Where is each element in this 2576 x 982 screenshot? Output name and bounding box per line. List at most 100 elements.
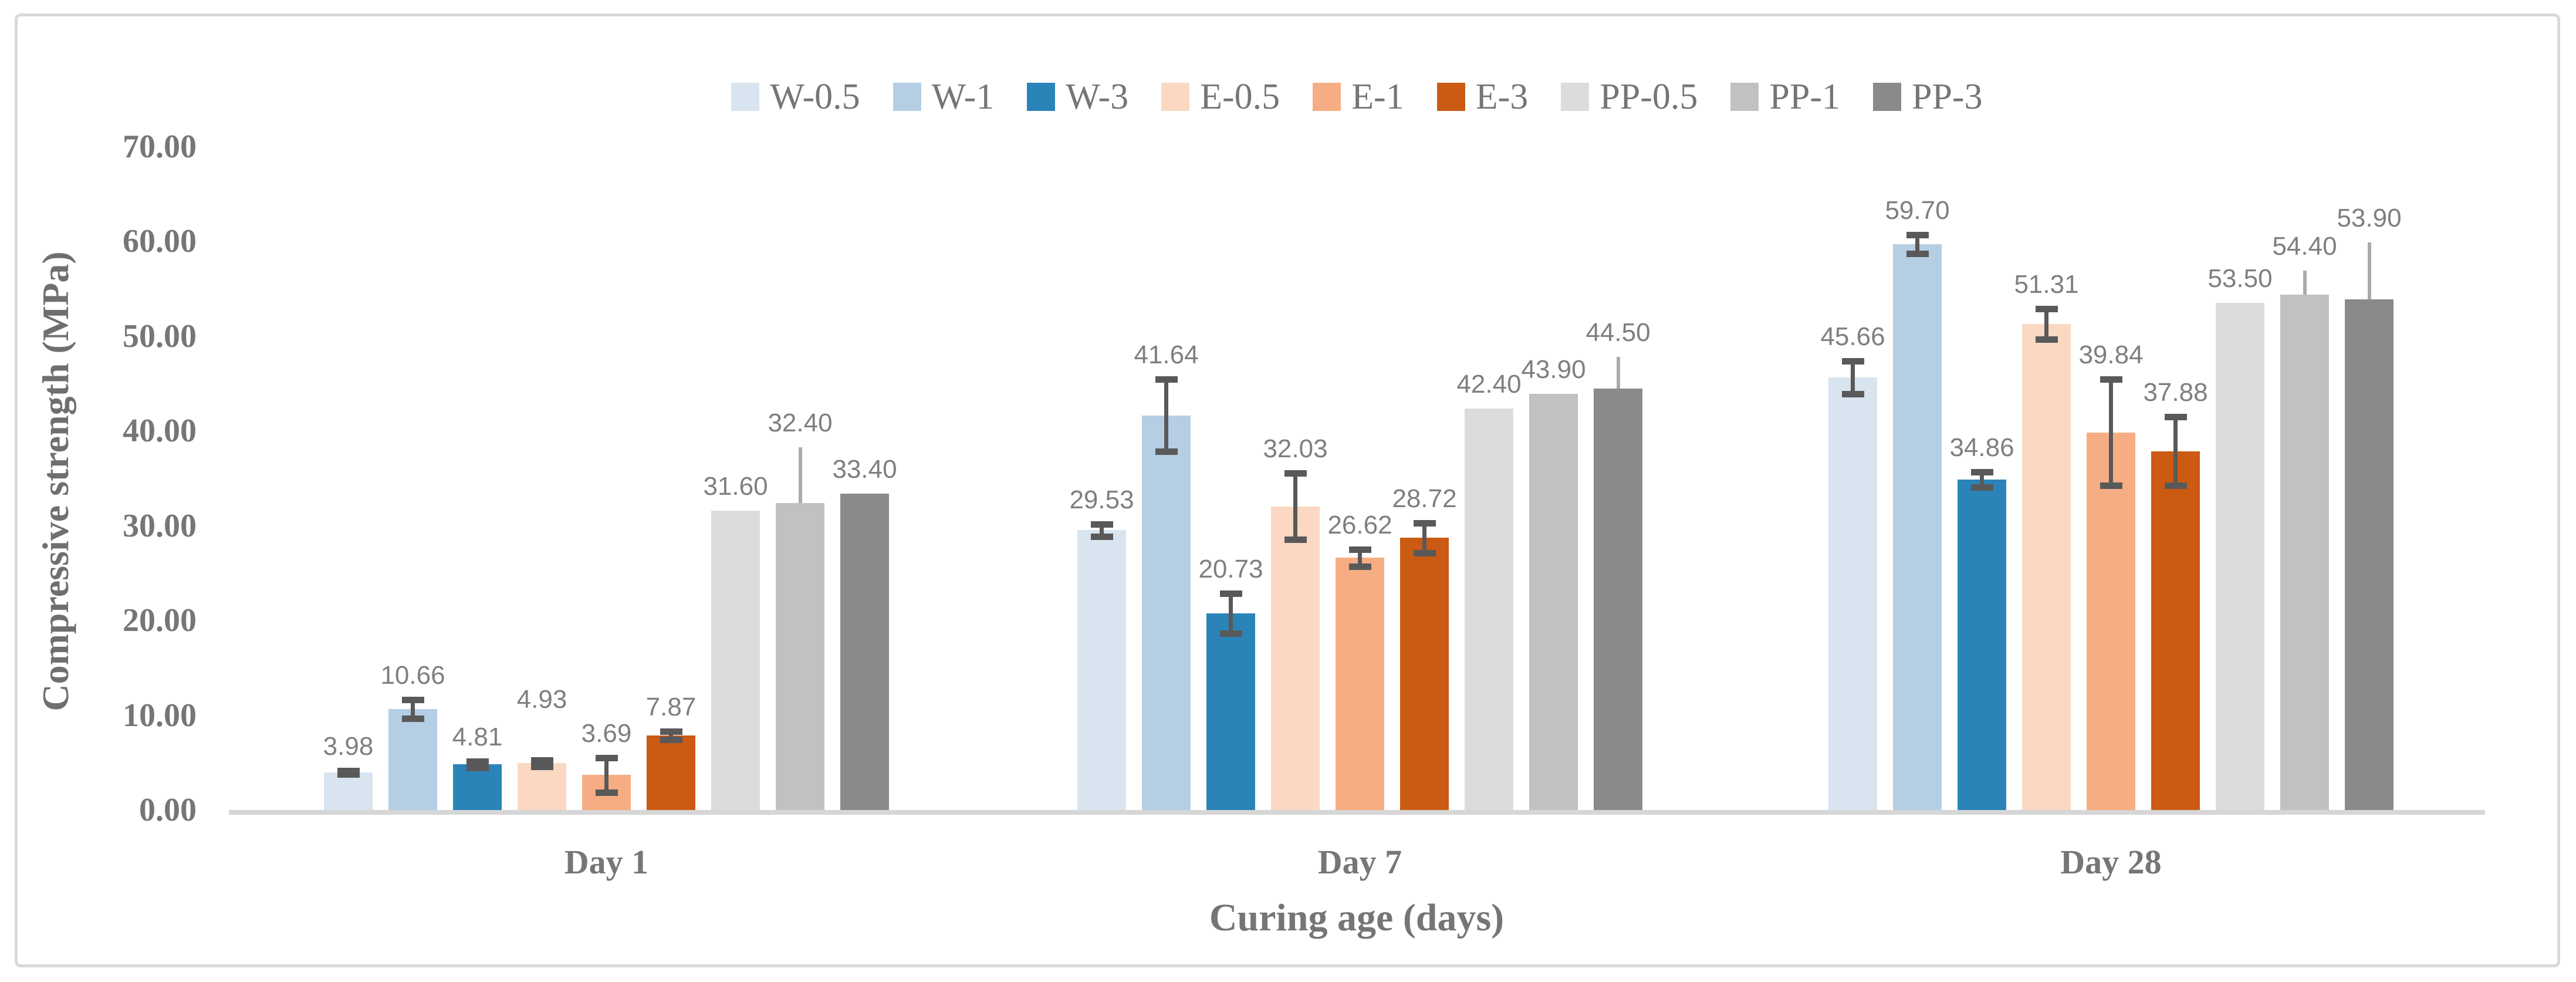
legend-swatch-w-1 <box>893 83 921 111</box>
error-cap-top-e-3-day-1 <box>660 728 682 735</box>
y-tick-60.00: 60.00 <box>123 223 197 260</box>
data-label-pp-3-day-28: 53.90 <box>2337 204 2402 233</box>
error-bar-w-1-day-28 <box>1915 235 1919 254</box>
data-label-w-1-day-28: 59.70 <box>1885 196 1950 225</box>
data-label-e-3-day-1: 7.87 <box>645 692 697 721</box>
error-cap-bottom-w-3-day-1 <box>466 765 489 771</box>
data-label-e-0-5-day-28: 51.31 <box>2014 269 2079 299</box>
error-bar-e-1-day-1 <box>604 757 608 793</box>
y-axis-title: Compressive strength (MPa) <box>35 251 76 711</box>
legend-label-w-0-5: W-0.5 <box>770 77 860 117</box>
data-label-e-1-day-1: 3.69 <box>581 718 632 748</box>
error-cap-bottom-w-3-day-7 <box>1219 630 1242 637</box>
error-cap-bottom-e-1-day-7 <box>1348 563 1371 570</box>
bar-pp-1-day-7 <box>1529 394 1578 810</box>
error-bar-e-1-day-7 <box>1358 549 1362 566</box>
error-cap-bottom-e-0-5-day-1 <box>530 764 553 771</box>
data-label-pp-1-day-7: 43.90 <box>1521 355 1586 384</box>
error-bar-e-1-day-28 <box>2109 379 2113 486</box>
legend-swatch-pp-0-5 <box>1561 83 1590 111</box>
error-cap-top-e-1-day-28 <box>2100 376 2122 383</box>
error-cap-top-w-0-5-day-1 <box>337 767 360 774</box>
data-label-w-0-5-day-1: 3.98 <box>323 731 374 761</box>
error-cap-top-e-1-day-7 <box>1348 546 1371 553</box>
bar-w-1-day-1 <box>388 708 437 810</box>
error-cap-top-w-3-day-7 <box>1219 590 1242 598</box>
bar-e-3-day-7 <box>1400 538 1449 810</box>
y-tick-20.00: 20.00 <box>123 602 197 639</box>
legend-item-e-0-5: E-0.5 <box>1161 79 1280 115</box>
y-tick-50.00: 50.00 <box>123 318 197 355</box>
chart-legend: W-0.5 W-1 W-3 E-0.5 E-1 E-3 PP-0.5 PP-1 PP-3 <box>229 76 2485 117</box>
legend-swatch-e-1 <box>1313 83 1341 111</box>
error-cap-bottom-e-3-day-28 <box>2164 482 2187 489</box>
data-label-pp-0-5-day-28: 53.50 <box>2207 264 2273 293</box>
bar-e-0-5-day-28 <box>2022 323 2071 810</box>
bar-w-0-5-day-7 <box>1077 530 1126 810</box>
error-cap-bottom-e-3-day-7 <box>1413 550 1436 557</box>
legend-label-w-1: W-1 <box>931 77 995 117</box>
error-cap-top-w-1-day-28 <box>1906 232 1929 239</box>
error-cap-top-e-0-5-day-7 <box>1284 470 1307 477</box>
error-cap-bottom-w-1-day-1 <box>401 716 424 723</box>
data-label-pp-3-day-7: 44.50 <box>1586 318 1651 347</box>
error-bar-e-3-day-28 <box>2173 417 2178 485</box>
data-label-w-3-day-28: 34.86 <box>1949 433 2014 463</box>
error-cap-bottom-w-3-day-28 <box>1970 484 1993 491</box>
data-label-e-3-day-28: 37.88 <box>2143 378 2208 407</box>
legend-label-w-3: W-3 <box>1066 77 1129 117</box>
error-cap-bottom-w-0-5-day-7 <box>1090 533 1113 540</box>
legend-item-w-0-5: W-0.5 <box>731 79 860 115</box>
error-cap-bottom-w-0-5-day-1 <box>337 771 360 778</box>
error-cap-top-w-0-5-day-7 <box>1090 521 1113 528</box>
y-tick-30.00: 30.00 <box>123 507 197 544</box>
bar-pp-0-5-day-7 <box>1465 408 1513 810</box>
error-bar-w-3-day-28 <box>1980 472 1984 488</box>
data-label-w-0-5-day-7: 29.53 <box>1069 485 1134 514</box>
data-label-w-1-day-7: 41.64 <box>1134 340 1199 370</box>
data-label-e-0-5-day-1: 4.93 <box>516 684 567 714</box>
legend-item-e-1: E-1 <box>1313 79 1404 115</box>
error-cap-bottom-e-3-day-1 <box>660 737 682 744</box>
error-cap-top-e-0-5-day-28 <box>2035 305 2058 312</box>
error-cap-top-e-3-day-28 <box>2164 414 2187 421</box>
data-label-w-1-day-1: 10.66 <box>380 660 445 690</box>
error-bar-e-0-5-day-7 <box>1293 473 1297 540</box>
data-label-pp-3-day-1: 33.40 <box>832 454 897 484</box>
error-cap-top-w-3-day-28 <box>1970 469 1993 476</box>
data-label-w-0-5-day-28: 45.66 <box>1820 322 1885 351</box>
error-cap-bottom-w-1-day-28 <box>1906 251 1929 258</box>
data-label-pp-0-5-day-1: 31.60 <box>703 471 768 501</box>
data-label-pp-0-5-day-7: 42.40 <box>1456 369 1522 399</box>
bar-w-3-day-28 <box>1958 480 2006 810</box>
bar-e-3-day-28 <box>2151 451 2200 810</box>
data-label-e-1-day-7: 26.62 <box>1327 510 1392 539</box>
bar-pp-1-day-1 <box>776 502 824 810</box>
bar-e-1-day-7 <box>1336 558 1384 810</box>
error-cap-top-e-0-5-day-1 <box>530 757 553 764</box>
data-label-w-3-day-7: 20.73 <box>1198 555 1263 584</box>
category-label-day-7: Day 7 <box>1317 843 1402 881</box>
bar-e-0-5-day-7 <box>1271 506 1320 810</box>
legend-swatch-e-3 <box>1436 83 1465 111</box>
error-cap-top-w-1-day-7 <box>1155 376 1178 383</box>
x-axis-title: Curing age (days) <box>1209 896 1505 939</box>
legend-item-pp-1: PP-1 <box>1730 79 1840 115</box>
data-label-pp-1-day-1: 32.40 <box>768 408 833 437</box>
error-cap-bottom-e-0-5-day-28 <box>2035 336 2058 343</box>
data-label-e-3-day-7: 28.72 <box>1392 484 1457 513</box>
error-cap-bottom-e-0-5-day-7 <box>1284 536 1307 544</box>
legend-item-e-3: E-3 <box>1436 79 1528 115</box>
error-cap-top-w-1-day-1 <box>401 696 424 703</box>
error-bar-pp-3-day-28 <box>2367 242 2371 299</box>
error-cap-bottom-w-0-5-day-28 <box>1841 391 1864 398</box>
legend-swatch-w-3 <box>1027 83 1056 111</box>
legend-swatch-e-0-5 <box>1161 83 1190 111</box>
bar-w-3-day-7 <box>1206 613 1255 810</box>
legend-swatch-pp-3 <box>1872 83 1901 111</box>
bar-w-0-5-day-28 <box>1828 377 1877 810</box>
bar-pp-0-5-day-1 <box>711 510 760 810</box>
bar-w-0-5-day-1 <box>324 772 373 810</box>
bar-pp-3-day-1 <box>840 493 889 810</box>
error-cap-top-e-3-day-7 <box>1413 519 1436 527</box>
